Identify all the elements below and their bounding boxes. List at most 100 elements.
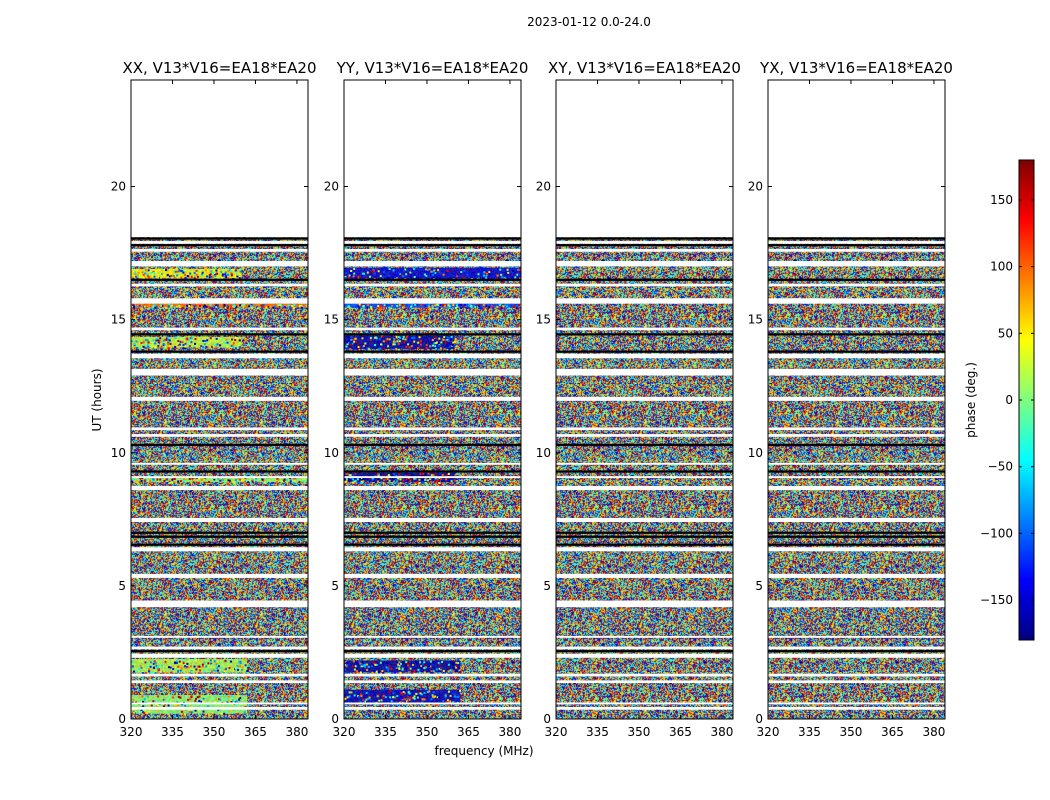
x-tick-label: 365 xyxy=(457,725,480,739)
x-tick-label: 350 xyxy=(203,725,226,739)
band-speckle xyxy=(460,303,463,306)
band-speckle xyxy=(207,481,210,484)
band-speckle xyxy=(214,700,217,703)
band-speckle xyxy=(462,277,465,280)
flag-line xyxy=(556,531,733,534)
band-speckle xyxy=(373,272,376,275)
flagged-gap xyxy=(768,635,945,638)
band-speckle xyxy=(372,663,375,666)
band-speckle xyxy=(142,700,145,703)
band-speckle xyxy=(246,663,249,666)
band-speckle xyxy=(171,478,174,481)
band-speckle xyxy=(131,712,134,715)
band-speckle xyxy=(239,269,242,272)
band-speckle xyxy=(167,305,170,308)
band-speckle xyxy=(216,305,219,308)
band-speckle xyxy=(177,665,180,668)
band-speckle xyxy=(353,340,356,343)
phase-band xyxy=(131,303,308,308)
band-speckle xyxy=(194,699,197,702)
band-speckle xyxy=(138,480,141,483)
band-speckle xyxy=(397,477,400,480)
band-speckle xyxy=(435,478,438,481)
band-speckle xyxy=(194,342,197,345)
band-speckle xyxy=(279,304,282,307)
flagged-gap xyxy=(344,298,521,304)
band-speckle xyxy=(395,478,398,481)
band-speckle xyxy=(157,667,160,670)
band-speckle xyxy=(392,692,395,695)
flag-line xyxy=(556,350,733,353)
band-speckle xyxy=(409,480,412,483)
band-speckle xyxy=(345,480,348,483)
band-speckle xyxy=(427,472,430,475)
band-speckle xyxy=(375,663,378,666)
band-speckle xyxy=(223,712,226,715)
band-speckle xyxy=(248,305,251,308)
band-speckle xyxy=(435,480,438,483)
band-speckle xyxy=(190,670,193,673)
flag-line xyxy=(556,237,733,240)
band-speckle xyxy=(194,709,197,712)
band-speckle xyxy=(427,304,430,307)
band-speckle xyxy=(511,270,514,273)
band-speckle xyxy=(500,306,503,309)
band-speckle xyxy=(488,273,491,276)
colorbar-label: phase (deg.) xyxy=(964,362,978,438)
band-speckle xyxy=(193,665,196,668)
flagged-gap xyxy=(131,517,308,522)
band-speckle xyxy=(251,305,254,308)
band-speckle xyxy=(347,276,350,279)
band-speckle xyxy=(387,667,390,670)
band-speckle xyxy=(137,667,140,670)
band-speckle xyxy=(208,306,211,309)
band-speckle xyxy=(370,305,373,308)
band-speckle xyxy=(294,477,297,480)
band-speckle xyxy=(428,345,431,348)
band-speckle xyxy=(183,713,186,716)
band-speckle xyxy=(234,701,237,704)
band-speckle xyxy=(456,304,459,307)
band-speckle xyxy=(261,306,264,309)
band-speckle xyxy=(392,343,395,346)
band-speckle xyxy=(174,706,177,709)
flagged-gap xyxy=(344,241,521,244)
phase-raster xyxy=(768,237,945,719)
flagged-gap xyxy=(556,241,733,244)
band-speckle xyxy=(399,698,402,701)
band-speckle xyxy=(377,694,380,697)
band-speckle xyxy=(282,306,285,309)
band-speckle xyxy=(440,480,443,483)
band-speckle xyxy=(431,672,434,675)
flagged-gap xyxy=(344,261,521,267)
band-speckle xyxy=(424,664,427,667)
flagged-gap xyxy=(344,353,521,359)
band-speckle xyxy=(224,306,227,309)
band-speckle xyxy=(131,661,134,664)
band-speckle xyxy=(230,274,233,277)
band-speckle xyxy=(144,269,147,272)
band-speckle xyxy=(228,269,231,272)
band-speckle xyxy=(398,340,401,343)
band-speckle xyxy=(144,661,147,664)
band-speckle xyxy=(162,698,165,701)
band-speckle xyxy=(437,269,440,272)
flagged-gap xyxy=(768,517,945,522)
band-speckle xyxy=(234,659,237,662)
band-speckle xyxy=(141,271,144,274)
band-speckle xyxy=(166,344,169,347)
band-speckle xyxy=(154,346,157,349)
band-speckle xyxy=(425,343,428,346)
band-speckle xyxy=(375,670,378,673)
band-speckle xyxy=(411,666,414,669)
band-speckle xyxy=(215,304,218,307)
band-speckle xyxy=(202,346,205,349)
band-speckle xyxy=(393,481,396,484)
band-speckle xyxy=(140,666,143,669)
flag-line xyxy=(768,278,945,281)
band-speckle xyxy=(393,304,396,307)
band-speckle xyxy=(395,304,398,307)
band-speckle xyxy=(450,335,453,338)
band-speckle xyxy=(152,662,155,665)
flagged-gap xyxy=(768,600,945,608)
